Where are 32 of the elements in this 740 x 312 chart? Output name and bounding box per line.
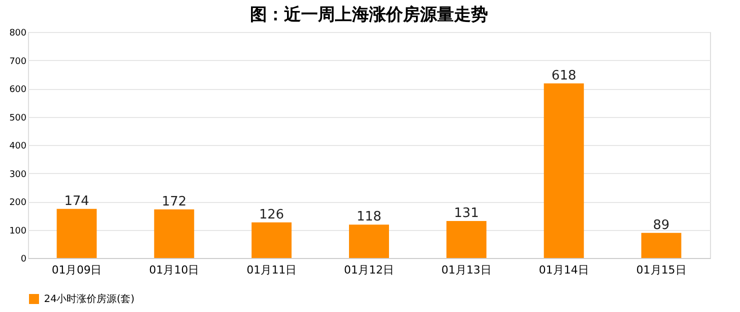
y-tick-label: 400: [9, 142, 27, 152]
bar: [154, 209, 194, 258]
data-label: 131: [454, 206, 479, 221]
y-tick-label: 100: [9, 226, 27, 236]
data-label: 89: [653, 218, 670, 233]
data-label: 174: [64, 194, 90, 209]
y-tick-label: 300: [9, 170, 27, 180]
bar: [641, 232, 682, 258]
data-label: 172: [162, 194, 187, 210]
y-tick-label: 600: [9, 85, 27, 95]
y-tick-label: 700: [9, 56, 27, 67]
data-label: 126: [259, 207, 284, 222]
bar: [56, 208, 97, 258]
x-tick-label: 01月10日: [149, 264, 200, 276]
bar: [252, 222, 292, 258]
x-tick-label: 01月09日: [52, 264, 102, 276]
x-tick-label: 01月13日: [441, 264, 492, 276]
x-tick-label: 01月12日: [344, 264, 394, 276]
bar: [446, 220, 486, 258]
bar: [349, 224, 389, 258]
data-label: 618: [551, 68, 576, 84]
y-tick-label: 500: [9, 113, 27, 124]
bar: [544, 83, 584, 258]
data-label: 118: [356, 210, 382, 225]
x-tick-label: 01月11日: [246, 264, 297, 276]
x-tick-label: 01月14日: [538, 264, 589, 276]
y-tick-label: 200: [9, 198, 27, 208]
legend-label: 24小时涨价房源(套): [44, 293, 135, 305]
y-tick-label: 800: [9, 28, 27, 38]
y-tick-label: 0: [20, 254, 27, 264]
x-tick-label: 01月15日: [636, 264, 686, 276]
chart-title: 图：近一周上海涨价房源量走势: [250, 5, 488, 25]
